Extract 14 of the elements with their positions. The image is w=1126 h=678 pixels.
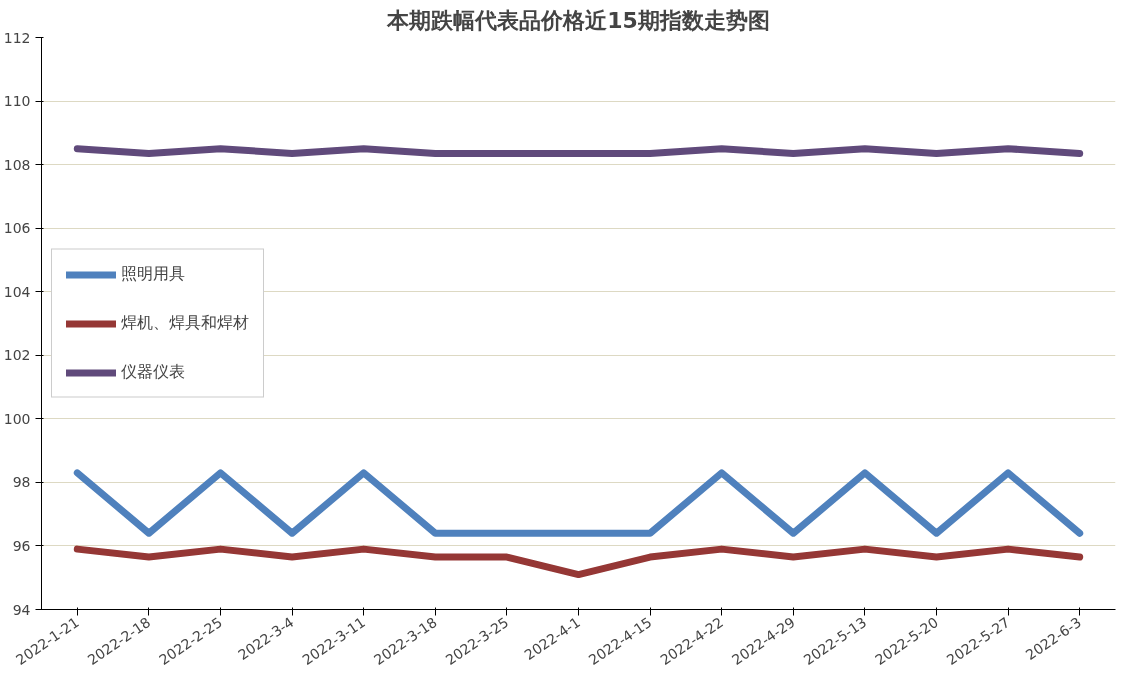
y-tick-label: 108 (3, 156, 31, 173)
legend-label: 焊机、焊具和焊材 (121, 312, 249, 334)
y-tick-label: 96 (12, 537, 31, 554)
legend-label: 仪器仪表 (121, 361, 185, 383)
y-tick-label: 102 (3, 347, 31, 364)
y-tick-label: 110 (3, 93, 31, 110)
y-tick-label: 104 (3, 283, 31, 300)
legend-label: 照明用具 (121, 263, 185, 285)
y-tick-label: 100 (3, 410, 31, 427)
y-tick-label: 106 (3, 220, 31, 237)
y-tick-label: 94 (12, 601, 31, 618)
y-tick-label: 112 (3, 29, 31, 46)
chart-title: 本期跌幅代表品价格近15期指数走势图 (386, 7, 770, 33)
y-tick-label: 98 (12, 474, 31, 491)
